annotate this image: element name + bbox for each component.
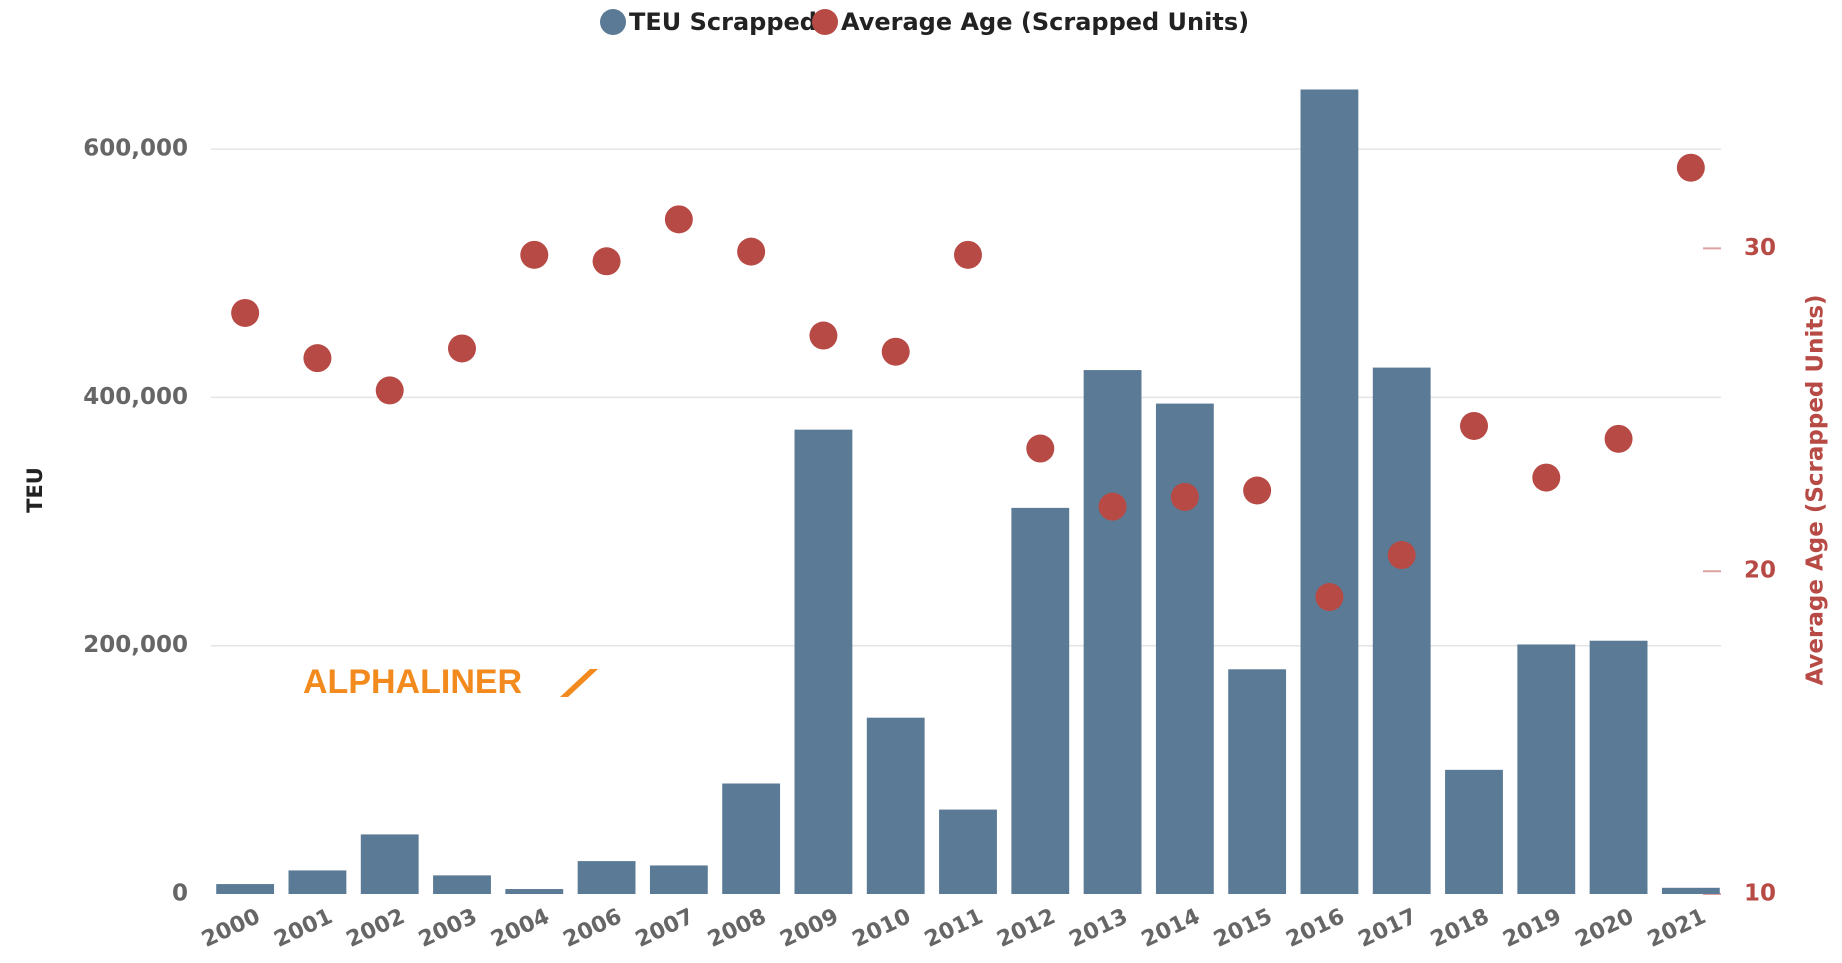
x-tick-label: 2007 xyxy=(632,904,698,953)
dot xyxy=(303,344,332,373)
bar xyxy=(722,783,781,894)
bar xyxy=(216,884,275,894)
dot xyxy=(231,298,260,327)
x-tick-label: 2020 xyxy=(1572,904,1638,953)
y-axis-label: TEU xyxy=(23,467,47,513)
bar xyxy=(794,429,853,894)
x-tick-label: 2017 xyxy=(1355,904,1421,953)
dot xyxy=(592,247,621,276)
x-tick-label: 2016 xyxy=(1282,904,1348,953)
x-tick-label: 2012 xyxy=(993,904,1059,953)
x-tick-label: 2009 xyxy=(776,904,842,953)
y2-tick-label: 20 xyxy=(1744,558,1776,584)
x-tick-label: 2000 xyxy=(198,904,264,953)
dot xyxy=(1098,492,1127,521)
dot xyxy=(1604,424,1633,453)
dot xyxy=(737,237,766,266)
x-tick-label: 2011 xyxy=(921,904,987,953)
dot xyxy=(1170,482,1199,511)
bar xyxy=(1011,507,1070,894)
dot xyxy=(954,240,982,269)
dot xyxy=(1460,411,1488,440)
y-tick-label: 0 xyxy=(172,881,188,907)
y-tick-label: 400,000 xyxy=(83,384,188,410)
x-tick-label: 2013 xyxy=(1066,904,1132,953)
bar xyxy=(939,809,997,894)
bar xyxy=(866,717,925,894)
x-tick-label: 2002 xyxy=(343,904,409,953)
x-tick-label: 2010 xyxy=(849,904,915,953)
dot xyxy=(1026,434,1055,463)
bar xyxy=(505,889,564,894)
x-tick-label: 2004 xyxy=(487,904,553,953)
bar xyxy=(1589,640,1648,894)
y2-tick-label: 30 xyxy=(1744,235,1776,261)
dot xyxy=(1243,476,1272,505)
dot xyxy=(1315,583,1344,612)
x-tick-label: 2008 xyxy=(704,904,770,953)
dot xyxy=(1532,463,1561,492)
x-tick-label: 2006 xyxy=(560,904,626,953)
dot xyxy=(1676,153,1705,182)
watermark-text: ALPHALINER xyxy=(303,663,522,701)
bar xyxy=(433,875,491,894)
bar xyxy=(1372,367,1431,894)
bar xyxy=(1155,403,1214,894)
bar xyxy=(1445,769,1503,894)
dot xyxy=(881,337,910,366)
bar xyxy=(288,870,347,894)
legend-label: Average Age (Scrapped Units) xyxy=(841,8,1249,36)
bar xyxy=(577,861,636,894)
dot xyxy=(520,240,549,269)
legend-marker xyxy=(600,9,626,35)
bar xyxy=(649,865,708,894)
bar xyxy=(1228,669,1287,894)
y-tick-label: 200,000 xyxy=(83,632,188,658)
x-tick-label: 2021 xyxy=(1644,904,1710,953)
bar xyxy=(1661,887,1720,894)
legend-marker xyxy=(812,9,838,35)
x-tick-label: 2001 xyxy=(270,904,336,953)
bar xyxy=(1517,644,1576,894)
x-tick-label: 2015 xyxy=(1210,904,1276,953)
y2-tick-label: 10 xyxy=(1744,881,1776,907)
x-tick-label: 2003 xyxy=(415,904,481,953)
dot xyxy=(1387,541,1416,570)
legend-label: TEU Scrapped xyxy=(629,8,817,36)
watermark: ALPHALINER xyxy=(303,663,598,701)
x-tick-label: 2018 xyxy=(1427,904,1493,953)
y-tick-label: 600,000 xyxy=(83,136,188,162)
dot xyxy=(448,334,476,363)
y2-axis-label: Average Age (Scrapped Units) xyxy=(1803,294,1829,685)
x-tick-label: 2019 xyxy=(1499,904,1565,953)
bar xyxy=(1300,89,1359,894)
x-tick-label: 2014 xyxy=(1138,904,1204,953)
bar xyxy=(360,834,419,894)
dot xyxy=(809,321,838,350)
bar xyxy=(1083,370,1142,894)
watermark-slash xyxy=(560,669,598,697)
dot xyxy=(375,376,404,405)
dot xyxy=(664,205,693,234)
